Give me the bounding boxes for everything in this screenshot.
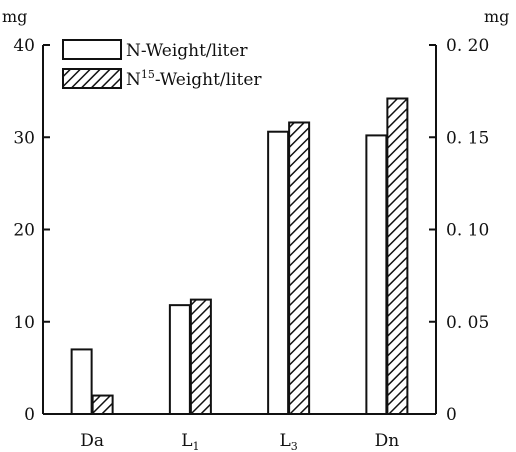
category-labels: Da L1 L3 Dn <box>80 431 399 452</box>
bar-n15-weight-l1 <box>189 298 212 415</box>
right-axis-ticks: 0 0. 05 0. 10 0. 15 0. 20 <box>429 36 489 425</box>
right-tick-label: 0. 20 <box>446 36 489 56</box>
right-tick-label: 0. 05 <box>446 313 489 333</box>
right-axis-unit: mg <box>484 7 509 26</box>
right-tick-label: 0. 15 <box>446 128 489 148</box>
legend-swatch-n-weight <box>62 39 122 60</box>
legend-label-n15-rest: -Weight/liter <box>155 70 263 90</box>
bar-n15-weight-l3 <box>288 121 311 416</box>
legend: N-Weight/liter N15-Weight/liter <box>62 39 262 90</box>
bars <box>70 97 409 416</box>
left-axis-unit: mg <box>2 7 27 26</box>
left-tick-label: 20 <box>13 221 35 241</box>
category-label: L1 <box>181 431 199 452</box>
right-tick-label: 0 <box>446 405 457 425</box>
category-label: Dn <box>375 431 400 451</box>
bar-n15-weight-dn <box>386 97 409 415</box>
bar-n-weight-l3 <box>267 130 290 415</box>
category-label: L3 <box>279 431 297 452</box>
legend-label-n15-weight: N15-Weight/liter <box>126 68 262 90</box>
legend-label-n-weight: N-Weight/liter <box>126 41 248 61</box>
bar-n-weight-l1 <box>168 304 191 415</box>
legend-swatch-n15-weight <box>62 68 122 89</box>
left-tick-label: 10 <box>13 313 35 333</box>
bar-n-weight-da <box>70 348 93 415</box>
left-tick-label: 30 <box>13 128 35 148</box>
category-label: Da <box>80 431 104 451</box>
left-tick-label: 40 <box>13 36 35 56</box>
legend-label-n15-base: N <box>126 70 141 90</box>
right-tick-label: 0. 10 <box>446 221 489 241</box>
bar-n-weight-dn <box>365 134 388 415</box>
bar-n15-weight-da <box>91 394 114 415</box>
legend-label-n15-sup: 15 <box>141 68 155 81</box>
left-tick-label: 0 <box>24 405 35 425</box>
left-axis-ticks: 0 10 20 30 40 <box>13 36 50 425</box>
